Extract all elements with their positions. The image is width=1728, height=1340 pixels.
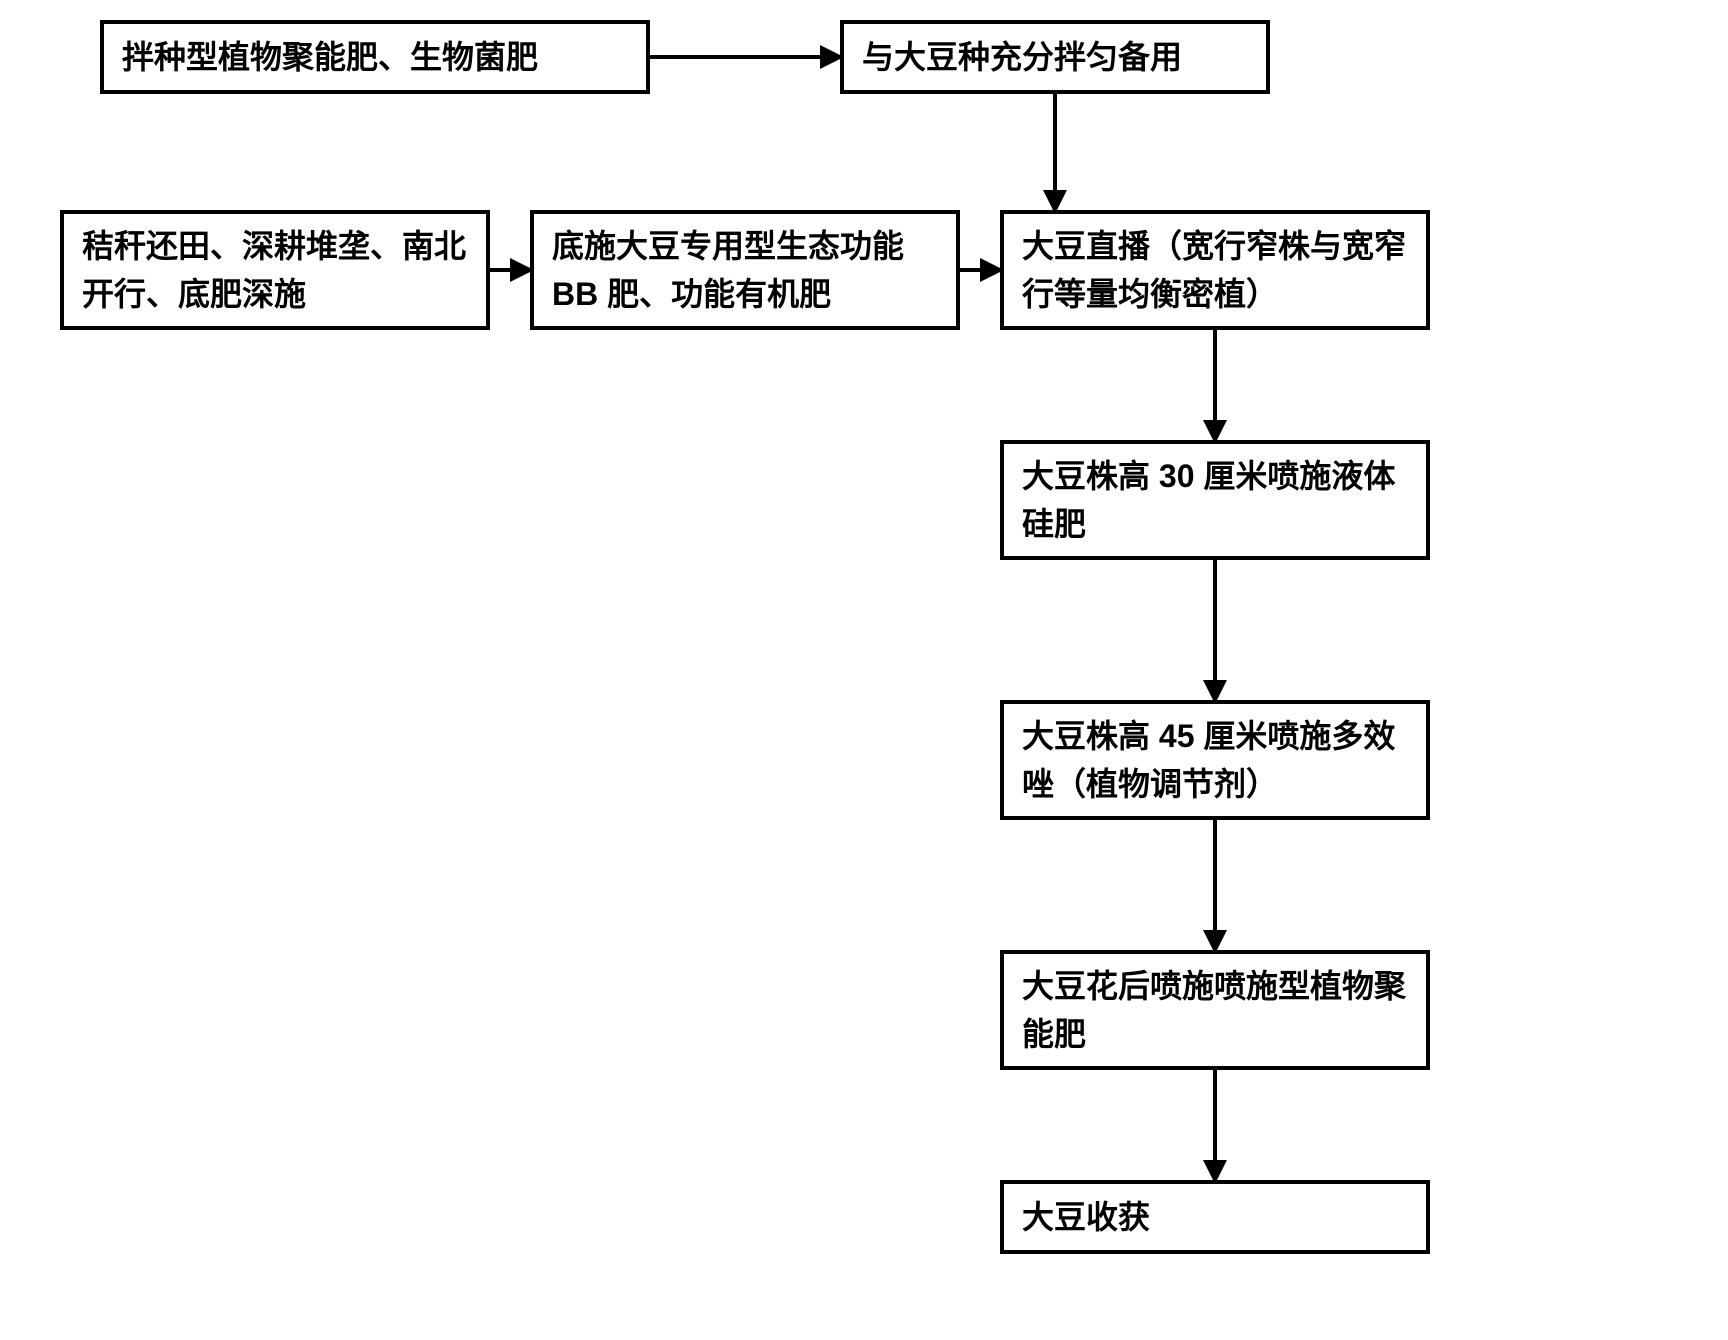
flowchart-node-n8: 大豆花后喷施喷施型植物聚能肥	[1000, 950, 1430, 1070]
node-label: 与大豆种充分拌匀备用	[862, 33, 1182, 81]
flowchart-node-n4: 底施大豆专用型生态功能 BB 肥、功能有机肥	[530, 210, 960, 330]
flowchart-node-n7: 大豆株高 45 厘米喷施多效唑（植物调节剂）	[1000, 700, 1430, 820]
node-label: 大豆直播（宽行窄株与宽窄行等量均衡密植）	[1022, 222, 1408, 318]
flowchart-node-n5: 大豆直播（宽行窄株与宽窄行等量均衡密植）	[1000, 210, 1430, 330]
node-label: 大豆花后喷施喷施型植物聚能肥	[1022, 962, 1408, 1058]
node-label: 拌种型植物聚能肥、生物菌肥	[122, 33, 538, 81]
flowchart-node-n9: 大豆收获	[1000, 1180, 1430, 1254]
node-label: 大豆株高 30 厘米喷施液体硅肥	[1022, 452, 1408, 548]
flowchart-node-n2: 与大豆种充分拌匀备用	[840, 20, 1270, 94]
node-label: 大豆株高 45 厘米喷施多效唑（植物调节剂）	[1022, 712, 1408, 808]
node-label: 秸秆还田、深耕堆垄、南北开行、底肥深施	[82, 222, 468, 318]
node-label: 大豆收获	[1022, 1193, 1150, 1241]
flowchart-node-n6: 大豆株高 30 厘米喷施液体硅肥	[1000, 440, 1430, 560]
node-label: 底施大豆专用型生态功能 BB 肥、功能有机肥	[552, 222, 938, 318]
flowchart-edges	[0, 0, 1728, 1340]
flowchart-node-n1: 拌种型植物聚能肥、生物菌肥	[100, 20, 650, 94]
flowchart-node-n3: 秸秆还田、深耕堆垄、南北开行、底肥深施	[60, 210, 490, 330]
